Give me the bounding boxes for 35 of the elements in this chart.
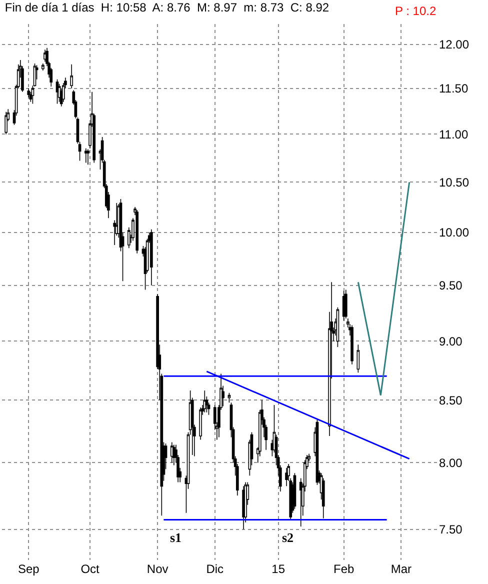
y-tick-label: 12.00 xyxy=(439,38,470,52)
chart-title: Fin de día 1 días H: 10:58 A: 8.76 M: 8.97 m: 8.73 C: 8.92 xyxy=(4,0,330,14)
x-tick-label: Dic xyxy=(206,562,224,576)
candlestick xyxy=(86,148,90,166)
candlestick xyxy=(42,63,44,71)
candlestick xyxy=(344,289,348,319)
annotation: s2 xyxy=(282,530,294,545)
y-tick-label: 9.50 xyxy=(439,278,463,293)
y-tick-label: 10.00 xyxy=(439,226,470,240)
candlestick xyxy=(136,210,139,254)
x-tick-label: 15 xyxy=(272,562,286,576)
candlestick xyxy=(84,148,88,164)
candlestick xyxy=(150,229,153,286)
y-tick-label: 7.50 xyxy=(439,522,463,536)
candlestick xyxy=(350,324,354,365)
annotation: s1 xyxy=(170,530,182,545)
text: P : 10.2 xyxy=(395,4,436,18)
candlestick xyxy=(4,112,8,135)
candlestick xyxy=(285,467,288,487)
x-tick-label: Feb xyxy=(333,562,354,576)
x-tick-label: Nov xyxy=(146,562,168,576)
candlestick xyxy=(199,407,202,440)
y-tick-label: 10.50 xyxy=(439,175,470,190)
candlestick xyxy=(70,64,74,89)
y-tick-label: 11.00 xyxy=(439,127,468,142)
x-tick-label: Oct xyxy=(80,562,100,576)
y-tick-label: 11.50 xyxy=(439,82,468,96)
candlestick xyxy=(170,442,174,464)
y-tick-label: 8.50 xyxy=(439,393,463,408)
candlestick xyxy=(172,444,176,466)
x-tick-label: Sep xyxy=(18,562,40,576)
x-tick-label: Mar xyxy=(390,562,412,576)
y-tick-label: 8.00 xyxy=(439,456,463,470)
candlestick xyxy=(203,390,206,413)
y-tick-label: 9.00 xyxy=(439,334,463,348)
